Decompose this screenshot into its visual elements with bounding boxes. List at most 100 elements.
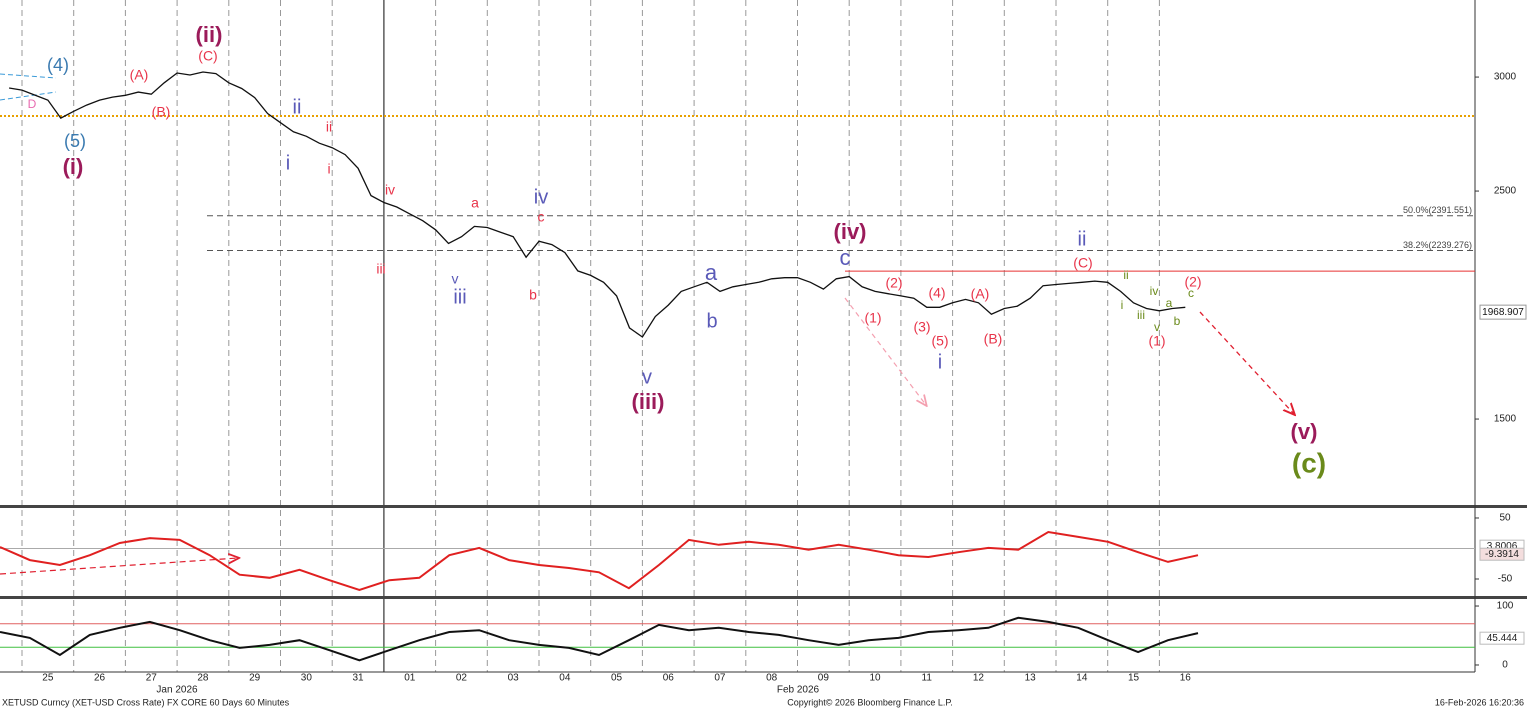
x-tick-label: 10	[869, 673, 881, 684]
last-price-box	[1479, 304, 1527, 320]
x-tick-label: 03	[508, 673, 520, 684]
wave-label: iii	[376, 261, 385, 277]
x-tick-label: 29	[249, 673, 261, 684]
series-line	[0, 616, 1199, 662]
wave-label: b	[529, 287, 537, 303]
wave-label: v	[452, 271, 459, 287]
panel-separator	[0, 596, 1527, 599]
x-tick-label: 30	[301, 673, 313, 684]
wave-label: ii	[326, 119, 332, 135]
wave-label: iv	[1150, 284, 1159, 298]
footer-right: 16-Feb-2026 16:20:36	[1435, 697, 1524, 707]
wave-label: iv	[385, 182, 395, 198]
wave-label: a	[705, 260, 718, 285]
trend-line	[0, 73, 57, 79]
series-line	[0, 530, 1199, 592]
value-marker-label: 45.444	[1487, 633, 1518, 644]
wave-label: (B)	[984, 331, 1003, 347]
wave-label: (C)	[198, 48, 217, 64]
wave-label: (A)	[971, 286, 990, 302]
wave-label: iii	[1137, 308, 1145, 322]
projection-arrow	[844, 297, 926, 405]
x-tick-label: 14	[1076, 673, 1088, 684]
fib-label: 50.0%(2391.551)	[1403, 205, 1472, 215]
wave-label: (ii)	[196, 22, 223, 47]
y-tick-label: 50	[1499, 513, 1511, 524]
x-tick-label: 01	[404, 673, 416, 684]
value-marker-label: 3.8006	[1487, 541, 1518, 552]
footer-left: XETUSD Curncy (XET-USD Cross Rate) FX CO…	[2, 697, 290, 707]
x-tick-label: 13	[1025, 673, 1037, 684]
wave-label: a	[1166, 296, 1173, 310]
wave-label: (A)	[130, 67, 149, 83]
y-tick-label: -50	[1498, 574, 1513, 585]
x-tick-label: 26	[94, 673, 106, 684]
wave-label: (4)	[928, 285, 945, 301]
wave-label: iv	[534, 186, 548, 208]
x-tick-label: 09	[818, 673, 830, 684]
wave-label: b	[706, 310, 717, 332]
wave-label: (iv)	[834, 219, 867, 244]
wave-label: c	[538, 209, 545, 225]
wave-label: (B)	[152, 104, 171, 120]
x-tick-label: 25	[42, 673, 54, 684]
x-tick-label: 15	[1128, 673, 1140, 684]
wave-label: i	[327, 161, 330, 177]
series-line	[8, 71, 1186, 338]
wave-label: D	[28, 97, 37, 111]
wave-label: c	[840, 245, 851, 270]
last-price-label: 1968.907	[1482, 307, 1524, 318]
wave-label: ii	[293, 96, 302, 118]
wave-label: (c)	[1292, 447, 1326, 478]
x-tick-label: 06	[663, 673, 675, 684]
value-marker	[1479, 631, 1525, 645]
panel-separator	[0, 505, 1527, 508]
wave-label: (i)	[63, 154, 84, 179]
wave-label: (1)	[1148, 333, 1165, 349]
x-group-label: Feb 2026	[777, 685, 820, 696]
fib-label: 38.2%(2239.276)	[1403, 240, 1472, 250]
wave-label: (C)	[1073, 255, 1092, 271]
y-tick-label: 3000	[1494, 72, 1517, 83]
wave-label: (3)	[913, 319, 930, 335]
x-tick-label: 07	[714, 673, 726, 684]
wave-label: (5)	[64, 131, 86, 151]
x-tick-label: 16	[1180, 673, 1192, 684]
y-tick-label: 0	[1502, 660, 1508, 671]
y-tick-label: 100	[1497, 601, 1514, 612]
x-group-label: Jan 2026	[156, 685, 198, 696]
footer-center: Copyright© 2026 Bloomberg Finance L.P.	[787, 697, 953, 707]
wave-label: (iii)	[632, 389, 665, 414]
y-tick-label: 1500	[1494, 414, 1517, 425]
x-tick-label: 04	[559, 673, 571, 684]
value-marker-label: -9.3914	[1485, 549, 1519, 560]
x-tick-label: 08	[766, 673, 778, 684]
value-marker	[1479, 547, 1525, 561]
wave-label: (2)	[885, 275, 902, 291]
wave-label: b	[1174, 314, 1181, 328]
wave-label: (2)	[1184, 274, 1201, 290]
x-tick-label: 28	[197, 673, 209, 684]
projection-arrow	[1199, 311, 1294, 414]
wave-label: a	[471, 195, 479, 211]
wave-label: c	[1188, 286, 1194, 300]
wave-label: i	[286, 152, 290, 174]
wave-label: v	[1154, 320, 1160, 334]
wave-label: (1)	[864, 310, 881, 326]
wave-label: ii	[1123, 268, 1128, 282]
x-tick-label: 02	[456, 673, 468, 684]
wave-label: i	[938, 351, 942, 373]
x-tick-label: 05	[611, 673, 623, 684]
trend-line	[0, 91, 57, 101]
wave-label: (v)	[1291, 419, 1318, 444]
y-tick-label: 2500	[1494, 186, 1517, 197]
wave-label: v	[642, 366, 652, 388]
x-tick-label: 27	[146, 673, 158, 684]
x-tick-label: 11	[922, 673, 933, 684]
wave-label: (4)	[47, 55, 69, 75]
wave-label: ii	[1078, 228, 1087, 250]
x-tick-label: 12	[973, 673, 985, 684]
wave-label: iii	[453, 286, 466, 308]
wave-label: (5)	[931, 333, 948, 349]
